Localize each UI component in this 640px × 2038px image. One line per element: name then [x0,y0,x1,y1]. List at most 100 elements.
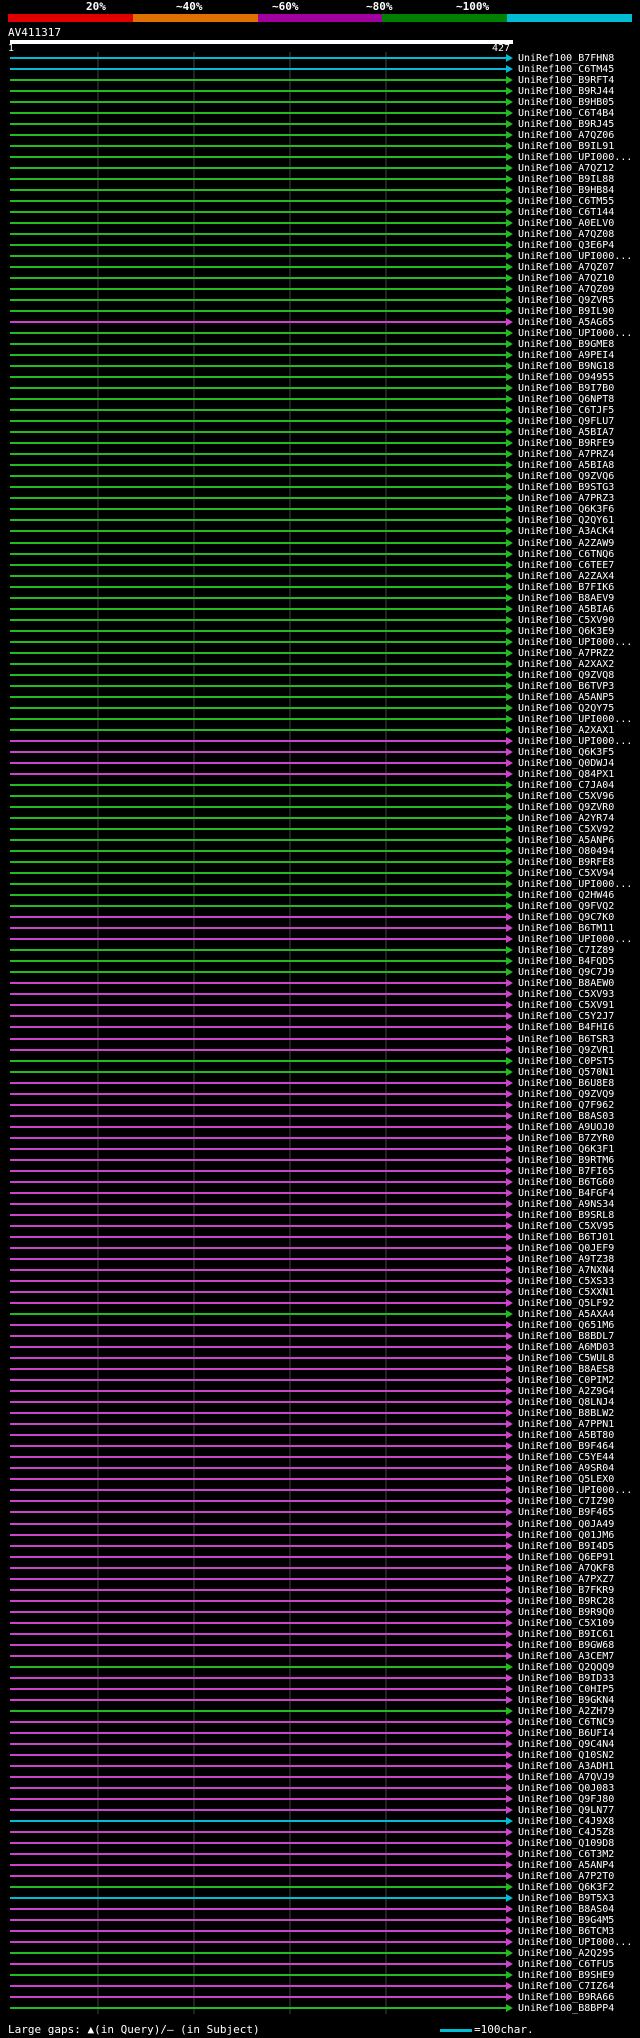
hit-label[interactable]: UniRef100_B8AEV9 [518,593,614,604]
hit-label[interactable]: UniRef100_A5AXA4 [518,1309,614,1320]
hit-label[interactable]: UniRef100_A5BIA8 [518,460,614,471]
hit-label[interactable]: UniRef100_C6TM55 [518,196,614,207]
hit-label[interactable]: UniRef100_UPI000... [518,1937,632,1948]
hit-label[interactable]: UniRef100_B7FHN8 [518,53,614,64]
hit-label[interactable]: UniRef100_B9I7B0 [518,383,614,394]
hit-label[interactable]: UniRef100_A5ANP4 [518,1860,614,1871]
hit-label[interactable]: UniRef100_B9G4M5 [518,1915,614,1926]
hit-label[interactable]: UniRef100_A5BIA7 [518,427,614,438]
hit-label[interactable]: UniRef100_A7QKF8 [518,1563,614,1574]
hit-label[interactable]: UniRef100_B9ID33 [518,1673,614,1684]
hit-label[interactable]: UniRef100_UPI000... [518,152,632,163]
hit-label[interactable]: UniRef100_A7QVJ9 [518,1772,614,1783]
hit-label[interactable]: UniRef100_B9RFT4 [518,75,614,86]
hit-label[interactable]: UniRef100_Q6K3E9 [518,626,614,637]
hit-label[interactable]: UniRef100_Q2QQQ9 [518,1662,614,1673]
hit-label[interactable]: UniRef100_B9RTM6 [518,1155,614,1166]
hit-label[interactable]: UniRef100_C5WUL8 [518,1353,614,1364]
hit-label[interactable]: UniRef100_O80494 [518,846,614,857]
hit-label[interactable]: UniRef100_Q3E6P4 [518,240,614,251]
hit-label[interactable]: UniRef100_Q6K3F1 [518,1144,614,1155]
hit-label[interactable]: UniRef100_A2ZH79 [518,1706,614,1717]
hit-label[interactable]: UniRef100_B7FKR9 [518,1585,614,1596]
hit-label[interactable]: UniRef100_B8BDL7 [518,1331,614,1342]
hit-label[interactable]: UniRef100_C5YE44 [518,1452,614,1463]
hit-label[interactable]: UniRef100_A7PRZ2 [518,648,614,659]
hit-label[interactable]: UniRef100_A3ACK4 [518,526,614,537]
hit-label[interactable]: UniRef100_Q0J083 [518,1783,614,1794]
hit-label[interactable]: UniRef100_Q9C7J9 [518,967,614,978]
hit-label[interactable]: UniRef100_A2ZAW9 [518,538,614,549]
hit-label[interactable]: UniRef100_O94955 [518,372,614,383]
hit-label[interactable]: UniRef100_A7QZ10 [518,273,614,284]
hit-label[interactable]: UniRef100_B4FQD5 [518,956,614,967]
hit-label[interactable]: UniRef100_C0HIP5 [518,1684,614,1695]
hit-label[interactable]: UniRef100_A9UOJ0 [518,1122,614,1133]
hit-label[interactable]: UniRef100_B8AS03 [518,1111,614,1122]
hit-label[interactable]: UniRef100_Q84PX1 [518,769,614,780]
hit-label[interactable]: UniRef100_Q6K3F2 [518,1882,614,1893]
hit-label[interactable]: UniRef100_C0PIM2 [518,1375,614,1386]
hit-label[interactable]: UniRef100_C7IZ90 [518,1496,614,1507]
hit-label[interactable]: UniRef100_B6U8E8 [518,1078,614,1089]
hit-label[interactable]: UniRef100_A2YR74 [518,813,614,824]
hit-label[interactable]: UniRef100_UPI000... [518,714,632,725]
hit-label[interactable]: UniRef100_C5XV94 [518,868,614,879]
hit-label[interactable]: UniRef100_Q9ZVR0 [518,802,614,813]
hit-label[interactable]: UniRef100_C6T144 [518,207,614,218]
hit-label[interactable]: UniRef100_B9IL91 [518,141,614,152]
hit-label[interactable]: UniRef100_A3ADH1 [518,1761,614,1772]
hit-label[interactable]: UniRef100_C7IZ89 [518,945,614,956]
hit-label[interactable]: UniRef100_B6UFI4 [518,1728,614,1739]
hit-label[interactable]: UniRef100_Q6NPT8 [518,394,614,405]
hit-label[interactable]: UniRef100_B9GME8 [518,339,614,350]
hit-label[interactable]: UniRef100_C5XV95 [518,1221,614,1232]
hit-label[interactable]: UniRef100_A7QZ09 [518,284,614,295]
hit-label[interactable]: UniRef100_C6TNC9 [518,1717,614,1728]
hit-label[interactable]: UniRef100_B7FIK6 [518,582,614,593]
hit-label[interactable]: UniRef100_C5XXN1 [518,1287,614,1298]
hit-label[interactable]: UniRef100_B9RJ45 [518,119,614,130]
hit-label[interactable]: UniRef100_Q2QY61 [518,515,614,526]
hit-label[interactable]: UniRef100_B8AES8 [518,1364,614,1375]
hit-label[interactable]: UniRef100_A2XAX2 [518,659,614,670]
hit-label[interactable]: UniRef100_Q8LNJ4 [518,1397,614,1408]
hit-label[interactable]: UniRef100_UPI000... [518,736,632,747]
hit-label[interactable]: UniRef100_A3CEM7 [518,1651,614,1662]
hit-label[interactable]: UniRef100_B9IC61 [518,1629,614,1640]
hit-label[interactable]: UniRef100_C5XS33 [518,1276,614,1287]
hit-label[interactable]: UniRef100_B6TG60 [518,1177,614,1188]
hit-label[interactable]: UniRef100_UPI000... [518,879,632,890]
hit-label[interactable]: UniRef100_B4FGF4 [518,1188,614,1199]
hit-label[interactable]: UniRef100_Q9ZVQ6 [518,471,614,482]
hit-label[interactable]: UniRef100_B9HB05 [518,97,614,108]
hit-label[interactable]: UniRef100_B9RFE8 [518,857,614,868]
hit-label[interactable]: UniRef100_B8BLW2 [518,1408,614,1419]
hit-label[interactable]: UniRef100_Q9ZVR5 [518,295,614,306]
hit-label[interactable]: UniRef100_B6TJ01 [518,1232,614,1243]
hit-label[interactable]: UniRef100_B6TVP3 [518,681,614,692]
hit-label[interactable]: UniRef100_Q2QY75 [518,703,614,714]
hit-label[interactable]: UniRef100_Q651M6 [518,1320,614,1331]
hit-label[interactable]: UniRef100_C6T3M2 [518,1849,614,1860]
hit-label[interactable]: UniRef100_C6T4B4 [518,108,614,119]
hit-label[interactable]: UniRef100_B9RC28 [518,1596,614,1607]
hit-label[interactable]: UniRef100_B9RA66 [518,1992,614,2003]
hit-label[interactable]: UniRef100_B9STG3 [518,482,614,493]
hit-label[interactable]: UniRef100_C0PST5 [518,1056,614,1067]
hit-label[interactable]: UniRef100_Q5LEX0 [518,1474,614,1485]
hit-label[interactable]: UniRef100_C5XV93 [518,989,614,1000]
hit-label[interactable]: UniRef100_B4FHI6 [518,1022,614,1033]
hit-label[interactable]: UniRef100_Q5LF92 [518,1298,614,1309]
hit-label[interactable]: UniRef100_A7NXN4 [518,1265,614,1276]
hit-label[interactable]: UniRef100_B6TM11 [518,923,614,934]
hit-label[interactable]: UniRef100_C6TJF5 [518,405,614,416]
hit-label[interactable]: UniRef100_A7P2T0 [518,1871,614,1882]
hit-label[interactable]: UniRef100_A7PXZ7 [518,1574,614,1585]
hit-label[interactable]: UniRef100_C6TEE7 [518,560,614,571]
hit-label[interactable]: UniRef100_C4J9X8 [518,1816,614,1827]
hit-label[interactable]: UniRef100_Q0JA49 [518,1519,614,1530]
hit-label[interactable]: UniRef100_Q109D8 [518,1838,614,1849]
hit-label[interactable]: UniRef100_Q9ZVQ8 [518,670,614,681]
hit-label[interactable]: UniRef100_A5BIA6 [518,604,614,615]
